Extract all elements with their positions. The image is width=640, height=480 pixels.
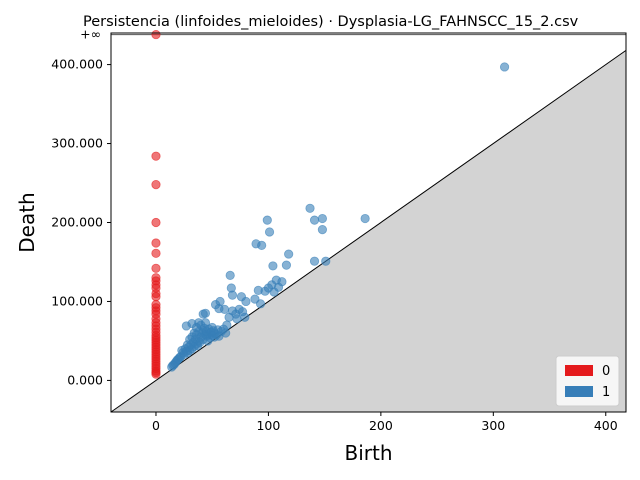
point-series-1-10 (284, 249, 294, 259)
point-series-1-41 (232, 314, 242, 324)
point-series-1-11 (281, 260, 292, 270)
point-series-1-33 (219, 304, 230, 314)
point-series-1-85 (221, 328, 231, 338)
x-tick-label-0: 0 (152, 418, 160, 433)
y-tick-label-4: 400.000 (51, 57, 103, 72)
point-series-1-9 (257, 240, 267, 250)
axes: 0 100 200 300 400 0.000 100.000 200.000 300.000 4… (51, 32, 627, 433)
point-series-0-3 (151, 217, 161, 228)
x-tick-label-1: 100 (256, 418, 280, 433)
infinity-label: +∞ (80, 27, 101, 42)
point-series-1-2 (317, 213, 327, 224)
point-series-0-1 (151, 151, 161, 161)
point-series-0-5 (151, 248, 161, 258)
x-tick-label-4: 400 (594, 418, 618, 433)
point-series-0-12 (151, 292, 161, 302)
y-tick-label-0: 0.000 (67, 372, 103, 387)
legend-swatch-0 (565, 365, 593, 376)
point-series-0-39 (151, 369, 161, 379)
point-series-1-3 (305, 203, 315, 213)
x-tick-label-3: 300 (481, 418, 505, 433)
point-series-1-58 (187, 318, 197, 329)
point-series-1-24 (225, 270, 235, 281)
y-tick-label-3: 300.000 (51, 136, 103, 151)
point-series-1-4 (309, 215, 320, 225)
y-axis-label: Death (15, 192, 39, 252)
point-series-1-1 (360, 213, 370, 224)
point-series-1-0 (499, 62, 510, 72)
point-series-1-22 (253, 285, 263, 296)
y-tick-label-2: 200.000 (51, 215, 103, 230)
legend-label-1: 1 (602, 385, 610, 400)
legend: 0 1 (555, 355, 620, 407)
point-series-1-40 (240, 312, 250, 322)
point-series-1-14 (321, 256, 331, 266)
point-series-0-4 (151, 238, 161, 248)
point-series-1-5 (317, 225, 327, 235)
diagonal-line (110, 49, 627, 413)
point-series-0-0 (151, 29, 161, 40)
point-series-1-28 (241, 296, 251, 307)
point-series-1-42 (224, 312, 234, 322)
point-series-1-95 (208, 326, 218, 336)
x-axis-label: Birth (344, 441, 392, 465)
y-tick-label-1: 100.000 (51, 293, 103, 308)
point-series-1-105 (168, 360, 178, 371)
point-series-1-20 (269, 287, 279, 297)
legend-label-0: 0 (602, 364, 610, 379)
legend-swatch-1 (565, 386, 593, 397)
point-series-0-6 (151, 263, 161, 273)
point-series-1-29 (250, 294, 260, 304)
point-series-0-2 (151, 180, 161, 190)
point-series-1-6 (262, 215, 272, 225)
point-series-1-35 (198, 309, 208, 319)
point-series-1-7 (264, 227, 275, 237)
points-layer (151, 29, 510, 379)
point-series-1-13 (309, 256, 320, 266)
chart-title: Persistencia (linfoides_mieloides) · Dys… (83, 14, 579, 30)
point-series-1-12 (268, 261, 278, 271)
point-series-1-26 (227, 290, 238, 300)
x-tick-label-2: 200 (369, 418, 393, 433)
